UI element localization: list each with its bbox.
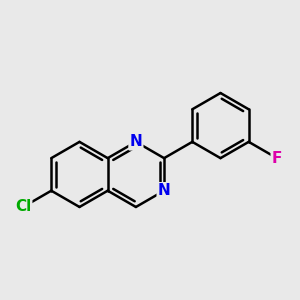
Text: N: N xyxy=(158,183,170,198)
Text: Cl: Cl xyxy=(15,200,31,214)
Text: F: F xyxy=(272,151,282,166)
Text: N: N xyxy=(130,134,142,149)
